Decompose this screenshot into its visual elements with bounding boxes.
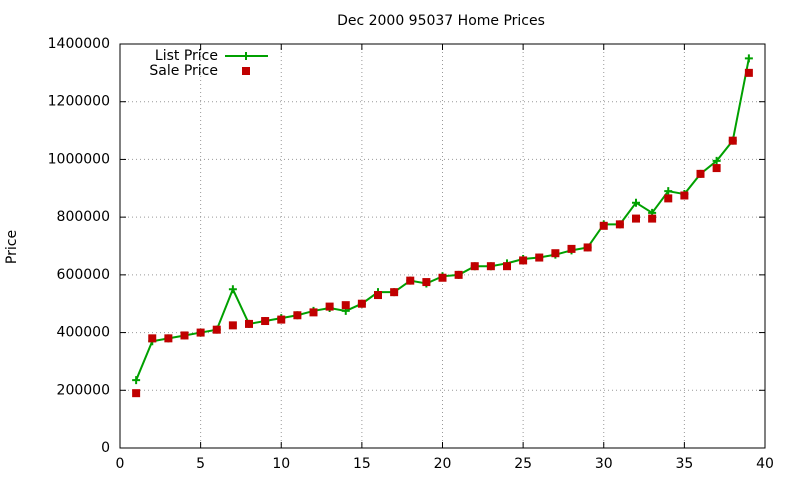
point (132, 389, 141, 398)
point (696, 169, 705, 178)
y-tick-label: 1200000 (48, 94, 110, 110)
point (470, 262, 479, 271)
point (454, 270, 463, 279)
point (615, 220, 624, 229)
x-tick-label: 25 (514, 456, 532, 472)
point (583, 243, 592, 252)
point (632, 214, 640, 223)
y-axis-label: Price (4, 230, 20, 264)
chart-title: Dec 2000 95037 Home Prices (337, 13, 545, 29)
point (245, 319, 253, 328)
point (503, 262, 511, 271)
point (664, 194, 673, 203)
point (664, 187, 673, 196)
legend-marker (242, 67, 250, 75)
point (599, 221, 608, 230)
point (551, 249, 560, 258)
point (228, 285, 237, 294)
x-tick-label: 10 (272, 456, 290, 472)
x-tick-label: 30 (595, 456, 613, 472)
x-tick-label: 5 (196, 456, 205, 472)
y-tick-label: 400000 (57, 325, 110, 341)
point (744, 54, 753, 63)
point (180, 331, 189, 340)
legend-label: List Price (155, 48, 218, 64)
point (293, 311, 302, 320)
point (535, 253, 544, 262)
y-tick-label: 800000 (57, 209, 110, 225)
point (228, 321, 237, 330)
point (486, 262, 495, 271)
point (261, 317, 270, 326)
point (680, 191, 689, 200)
point (744, 68, 753, 77)
point (632, 198, 640, 207)
point (132, 376, 141, 385)
point (341, 301, 350, 310)
point (648, 214, 657, 223)
point (390, 288, 399, 297)
y-tick-label: 600000 (57, 267, 110, 283)
point (567, 244, 576, 253)
point (728, 136, 737, 145)
y-tick-label: 200000 (57, 382, 110, 398)
point (212, 325, 221, 334)
point (309, 308, 318, 317)
point (519, 256, 528, 265)
x-tick-label: 0 (116, 456, 125, 472)
point (712, 164, 721, 173)
point (422, 278, 431, 287)
x-tick-label: 40 (756, 456, 774, 472)
line (135, 58, 750, 381)
y-tick-label: 1000000 (48, 151, 110, 167)
point (712, 156, 721, 165)
legend-label: Sale Price (149, 63, 218, 79)
point (374, 291, 382, 300)
point (148, 334, 157, 343)
point (438, 273, 447, 282)
x-tick-label: 15 (353, 456, 371, 472)
point (325, 302, 334, 311)
x-tick-label: 20 (434, 456, 452, 472)
point (277, 315, 286, 324)
legend-marker (242, 52, 250, 60)
point (406, 276, 415, 285)
point (164, 334, 173, 343)
point (196, 328, 205, 337)
x-tick-label: 35 (675, 456, 693, 472)
y-tick-label: 1400000 (48, 36, 110, 52)
plot-border (119, 43, 766, 449)
y-tick-label: 0 (101, 440, 110, 456)
point (357, 299, 366, 308)
